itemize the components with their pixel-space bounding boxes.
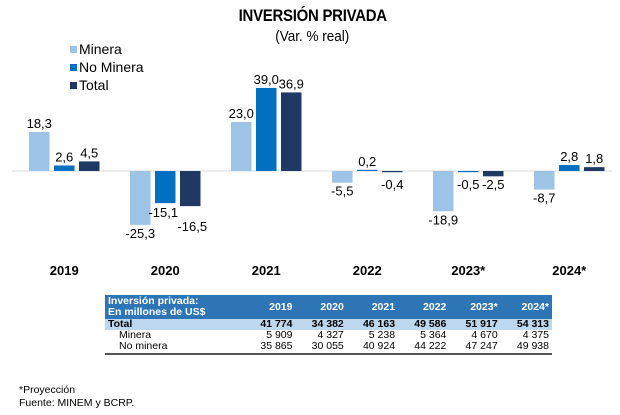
bar-minera-2024 <box>534 171 555 190</box>
bar-minera-2019 <box>29 132 50 171</box>
data-label: -5,5 <box>331 184 353 199</box>
table-row-no-minera: No minera 35 865 30 055 40 924 44 222 47… <box>105 341 552 355</box>
data-label: -0,5 <box>457 177 479 192</box>
table-cell: 30 055 <box>295 341 347 355</box>
table-cell: 34 382 <box>295 319 347 330</box>
legend-item-no-minera: No Minera <box>70 58 144 76</box>
table-cell: 35 865 <box>244 341 296 355</box>
table-cell: 4 375 <box>522 329 549 341</box>
data-label: 2,8 <box>560 149 578 164</box>
table-cell: 41 774 <box>244 319 296 330</box>
row-label: Total <box>105 319 245 330</box>
data-label: 36,9 <box>279 76 304 91</box>
table-cell: 49 938 <box>500 341 552 355</box>
legend-label: Minera <box>79 41 122 57</box>
legend-item-minera: Minera <box>70 40 144 58</box>
data-label: 23,0 <box>229 106 254 121</box>
investment-table: Inversión privada: En millones de US$ 20… <box>105 295 552 355</box>
bar-no-minera-2023 <box>458 171 479 173</box>
data-label: 1,8 <box>585 151 603 166</box>
table-header-year: 2019 <box>244 295 296 319</box>
row-label: Minera <box>119 329 152 341</box>
data-label: 39,0 <box>254 72 279 87</box>
data-label: -2,5 <box>482 177 504 192</box>
bar-no-minera-2022 <box>357 169 378 171</box>
table-header-year: 2023* <box>449 295 501 319</box>
data-label: -25,3 <box>125 226 155 241</box>
data-label: -0,4 <box>381 177 403 192</box>
table-header-label: Inversión privada: En millones de US$ <box>105 295 245 319</box>
data-label: -18,9 <box>428 212 458 227</box>
data-label: -15,1 <box>148 205 178 220</box>
legend-swatch-total <box>70 81 77 89</box>
bar-no-minera-2020 <box>155 171 176 204</box>
bar-total-2023 <box>483 171 504 177</box>
data-label: 4,5 <box>80 145 98 160</box>
bar-total-2019 <box>79 161 100 171</box>
chart-title: INVERSIÓN PRIVADA <box>238 6 387 25</box>
x-tick-label: 2020 <box>151 263 180 278</box>
bar-chart: 18,3 2,6 4,5 2019 -25,3 -15,1-16,5 2020 23,0 39,… <box>12 72 612 278</box>
data-label: 2,6 <box>55 149 73 164</box>
bar-total-2022 <box>382 171 403 173</box>
x-tick-label: 2019 <box>50 263 79 278</box>
table-cell: 4 670 <box>471 329 498 341</box>
bar-total-2021 <box>281 92 302 171</box>
table-header-year: 2020 <box>295 295 347 319</box>
x-tick-label: 2024* <box>552 263 587 278</box>
data-label: 18,3 <box>27 116 52 131</box>
table-cell: 5 238 <box>368 329 396 341</box>
table-header-year: 2024* <box>500 295 552 319</box>
footnote-source: Fuente: MINEM y BCRP. <box>19 397 135 409</box>
bar-no-minera-2019 <box>54 165 75 171</box>
x-tick-label: 2023* <box>451 263 486 278</box>
data-label: -8,7 <box>533 191 555 206</box>
table-row-total: Total 41 774 34 382 46 163 49 586 51 917… <box>105 319 552 330</box>
bar-no-minera-2021 <box>256 87 277 171</box>
table-cell: 49 586 <box>398 319 450 330</box>
legend-swatch-no-minera <box>70 63 77 71</box>
legend-label: Total <box>79 77 109 93</box>
table-header-year: 2021 <box>346 295 399 319</box>
table-cell: 5 909 <box>266 329 293 341</box>
row-label: No minera <box>105 341 245 355</box>
footnote-projection: *Proyección <box>19 384 76 396</box>
legend-item-total: Total <box>70 76 144 94</box>
table-cell: 51 917 <box>449 319 501 330</box>
table-header-row: Inversión privada: En millones de US$ 20… <box>105 295 552 319</box>
bar-total-2020 <box>180 171 201 207</box>
bar-no-minera-2024 <box>559 165 580 171</box>
x-tick-label: 2022 <box>353 263 382 278</box>
table-cell: 5 364 <box>420 329 447 341</box>
table-cell: 40 924 <box>346 341 399 355</box>
legend-swatch-minera <box>70 45 77 53</box>
data-label: 0,2 <box>358 154 376 169</box>
bar-minera-2023 <box>433 171 454 212</box>
table-cell: 46 163 <box>346 319 399 330</box>
bar-minera-2022 <box>332 171 353 183</box>
bar-total-2024 <box>584 167 605 171</box>
chart-subtitle: (Var. % real) <box>275 28 350 45</box>
legend-label: No Minera <box>79 59 144 75</box>
bar-minera-2021 <box>231 122 252 171</box>
bar-minera-2020 <box>130 171 151 225</box>
x-tick-label: 2021 <box>252 263 281 278</box>
table-cell: 47 247 <box>449 341 501 355</box>
data-label: -16,5 <box>177 219 207 234</box>
table-cell: 44 222 <box>398 341 450 355</box>
legend: Minera No Minera Total <box>70 40 144 94</box>
table-header-year: 2022 <box>398 295 450 319</box>
table-row-minera: Minera 5 909 4 327 5 238 5 364 4 670 4 3… <box>105 330 552 341</box>
table-cell: 54 313 <box>500 319 552 330</box>
table-cell: 4 327 <box>317 329 344 341</box>
